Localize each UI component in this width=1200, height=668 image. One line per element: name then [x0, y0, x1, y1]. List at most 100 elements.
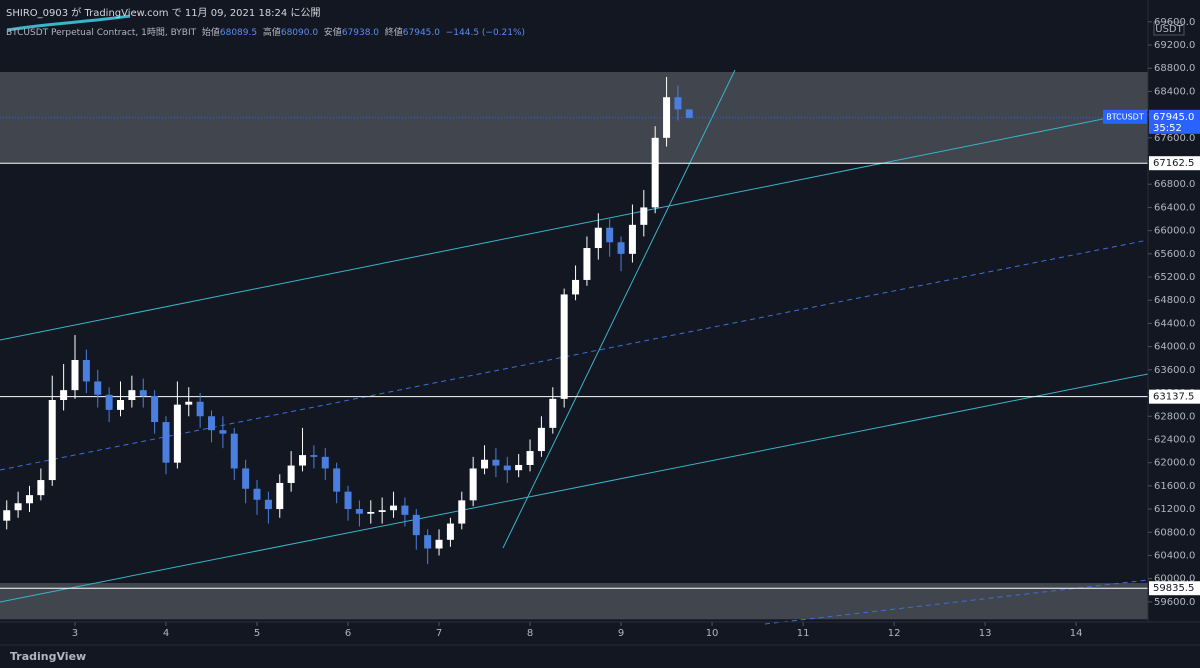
candle-body	[253, 488, 261, 500]
trend-line	[0, 109, 1149, 341]
currency-label: USDT	[1155, 24, 1183, 35]
last-price-label: 67945.0	[1153, 112, 1194, 123]
candle-body	[299, 455, 307, 466]
x-tick-label: 4	[163, 628, 169, 639]
candle-body	[651, 137, 659, 208]
candle-body	[37, 480, 45, 496]
candle-body	[481, 459, 489, 469]
price-scale	[1148, 0, 1200, 622]
candle-body	[469, 468, 477, 501]
candle-body	[401, 505, 409, 515]
close-label: 終値	[384, 28, 403, 38]
candle-body	[390, 505, 398, 511]
y-tick-label: 60400.0	[1154, 550, 1195, 561]
high-label: 高値	[262, 28, 281, 38]
candle-body	[25, 495, 33, 504]
candle-body	[640, 207, 648, 225]
x-tick-label: 3	[72, 628, 78, 639]
level-label: 63137.5	[1153, 392, 1194, 403]
change-value: −144.5 (−0.21%)	[445, 28, 526, 38]
candle-body	[572, 279, 580, 295]
candle-body	[3, 510, 11, 521]
y-tick-label: 67600.0	[1154, 133, 1195, 144]
level-label-box	[1149, 156, 1200, 171]
candle-body	[526, 451, 534, 465]
channel-mid-line	[0, 239, 1149, 471]
candle-body	[116, 400, 124, 410]
candle-body	[173, 404, 181, 463]
candle-body	[560, 294, 568, 399]
level-label-box	[1149, 389, 1200, 404]
y-tick-label: 65600.0	[1154, 249, 1195, 260]
level-label: 67162.5	[1153, 158, 1194, 169]
y-tick-label: 61200.0	[1154, 504, 1195, 515]
candle-body	[276, 482, 284, 510]
underline-stroke	[7, 14, 131, 32]
candle-body	[310, 455, 318, 457]
symbol-label: BTCUSDT	[1106, 112, 1144, 121]
candle-body	[367, 511, 375, 514]
y-tick-label: 68400.0	[1154, 86, 1195, 97]
candle-body	[208, 416, 216, 431]
candle-body	[412, 514, 420, 536]
candle-body	[583, 248, 591, 280]
y-tick-label: 66400.0	[1154, 202, 1195, 213]
y-tick-label: 64000.0	[1154, 342, 1195, 353]
candle-body	[94, 381, 102, 395]
low-label: 安値	[323, 28, 342, 38]
candle-body	[628, 224, 636, 254]
symbol-box	[1103, 109, 1147, 124]
candle-body	[242, 468, 250, 489]
candle-body	[105, 394, 113, 410]
candle-body	[219, 430, 227, 434]
candle-body	[162, 422, 170, 463]
high-value: 68090.0	[280, 28, 319, 38]
close-value: 67945.0	[402, 28, 440, 38]
candle-body	[594, 227, 602, 249]
candle-body	[82, 359, 90, 382]
legend: BTCUSDT Perpetual Contract, 1時間, BYBIT 始…	[6, 25, 525, 38]
y-tick-label: 59600.0	[1154, 597, 1195, 608]
publish-info: SHIRO_0903 が TradingView.com で 11月 09, 2…	[6, 8, 321, 19]
candles	[3, 76, 693, 565]
channel-mid-line	[764, 579, 1149, 625]
y-tick-label: 64800.0	[1154, 295, 1195, 306]
candle-body	[685, 109, 693, 118]
open-label: 始値	[201, 28, 220, 38]
x-tick-label: 13	[979, 628, 992, 639]
y-tick-label: 62800.0	[1154, 411, 1195, 422]
candle-body	[492, 459, 500, 466]
y-tick-label: 61600.0	[1154, 481, 1195, 492]
trend-lines	[0, 69, 1149, 625]
x-tick-label: 7	[436, 628, 442, 639]
candle-body	[515, 464, 523, 471]
x-tick-label: 5	[254, 628, 260, 639]
x-tick-label: 14	[1070, 628, 1083, 639]
y-tick-label: 62400.0	[1154, 434, 1195, 445]
y-tick-label: 63600.0	[1154, 365, 1195, 376]
candle-body	[537, 427, 545, 452]
x-tick-label: 10	[706, 628, 719, 639]
level-label-box	[1149, 581, 1200, 596]
candle-body	[196, 401, 204, 417]
brand[interactable]: TradingView	[10, 650, 87, 663]
open-value: 68089.5	[219, 28, 258, 38]
candle-body	[503, 465, 511, 471]
candle-body	[446, 523, 454, 540]
candle-body	[151, 395, 159, 423]
trend-line	[502, 69, 736, 549]
candle-body	[378, 510, 386, 512]
last-price-box	[1149, 109, 1200, 134]
candle-body	[663, 97, 671, 138]
candle-body	[264, 499, 272, 510]
countdown-label: 35:52	[1153, 123, 1182, 134]
candle-body	[424, 535, 432, 549]
currency-box	[1153, 21, 1185, 36]
candle-body	[617, 242, 625, 254]
candle-body	[321, 456, 329, 469]
candle-body	[458, 500, 466, 524]
x-tick-label: 8	[527, 628, 533, 639]
y-tick-label: 64400.0	[1154, 318, 1195, 329]
